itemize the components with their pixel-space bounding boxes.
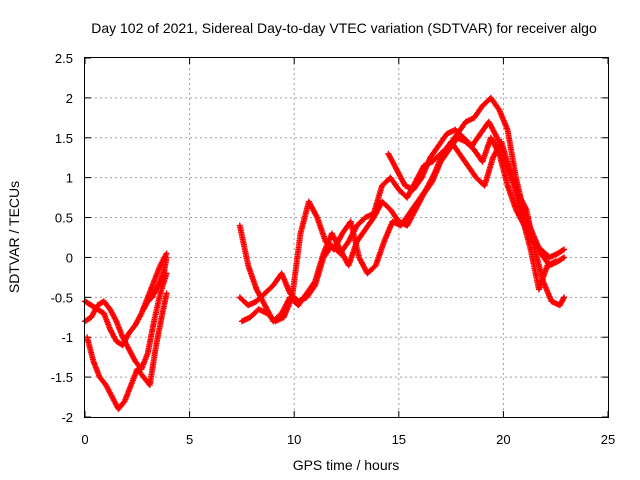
x-axis-label: GPS time / hours xyxy=(293,457,400,473)
x-tick-label: 0 xyxy=(81,432,88,447)
x-tick-label: 15 xyxy=(392,432,406,447)
y-tick-label: 0 xyxy=(66,250,73,265)
data-point xyxy=(163,290,170,297)
series-trace-g xyxy=(238,138,568,325)
series-trace-d xyxy=(140,254,170,313)
y-tick-label: 1 xyxy=(66,171,73,186)
data-point xyxy=(561,294,568,301)
chart-title: Day 102 of 2021, Sidereal Day-to-day VTE… xyxy=(91,20,597,36)
y-tick-label: 2.5 xyxy=(55,51,73,66)
data-point xyxy=(561,246,568,253)
plot-frame xyxy=(84,57,609,418)
y-tick-label: 2 xyxy=(66,91,73,106)
data-point xyxy=(559,247,566,254)
y-tick-label: -1 xyxy=(61,330,73,345)
y-tick-label: 1.5 xyxy=(55,131,73,146)
data-points xyxy=(82,94,568,413)
series-trace-e xyxy=(236,134,568,325)
series-trace-h xyxy=(385,118,559,293)
series-trace-c xyxy=(84,290,170,413)
y-tick-label: -2 xyxy=(61,410,73,425)
data-point xyxy=(559,255,566,262)
x-tick-label: 10 xyxy=(287,432,301,447)
y-tick-label: -1.5 xyxy=(51,370,73,385)
data-point xyxy=(561,254,568,261)
x-tick-label: 20 xyxy=(496,432,510,447)
x-tick-label: 25 xyxy=(601,432,615,447)
y-axis-label: SDTVAR / TECUs xyxy=(6,181,22,293)
data-point xyxy=(552,258,559,265)
y-tick-label: -0.5 xyxy=(51,290,73,305)
data-point xyxy=(163,254,170,261)
y-tick-label: 0.5 xyxy=(55,211,73,226)
x-tick-label: 5 xyxy=(186,432,193,447)
